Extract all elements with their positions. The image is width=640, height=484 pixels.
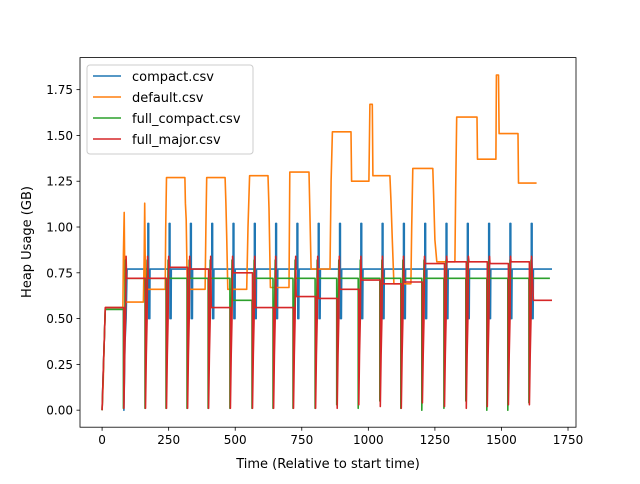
y-tick-label: 0.25 bbox=[46, 358, 73, 372]
y-tick-label: 1.50 bbox=[46, 129, 73, 143]
y-tick-label: 1.75 bbox=[46, 83, 73, 97]
y-tick-label: 0.50 bbox=[46, 312, 73, 326]
legend-frame bbox=[86, 64, 254, 155]
legend: compact.csv default.csv full_compact.csv… bbox=[86, 64, 254, 155]
y-tick-label: 0.00 bbox=[46, 404, 73, 418]
legend-label-compact: compact.csv bbox=[132, 70, 214, 85]
legend-label-full-major: full_major.csv bbox=[132, 133, 221, 148]
series-line-compact bbox=[101, 222, 552, 412]
y-axis-ticks: 0.00 0.25 0.50 0.75 1.00 1.25 1.50 1.75 bbox=[46, 83, 80, 418]
x-tick-label: 500 bbox=[224, 433, 247, 447]
x-axis-label: Time (Relative to start time) bbox=[235, 457, 420, 472]
axes-frame bbox=[79, 57, 577, 428]
x-tick-label: 1000 bbox=[353, 433, 384, 447]
legend-label-full-compact: full_compact.csv bbox=[132, 112, 241, 127]
y-axis-label: Heap Usage (GB) bbox=[20, 186, 35, 298]
x-tick-label: 1750 bbox=[553, 433, 584, 447]
x-axis-ticks: 0 250 500 750 1000 1250 1500 1750 bbox=[98, 427, 583, 447]
plot-lines bbox=[101, 74, 552, 412]
x-tick-label: 250 bbox=[157, 433, 180, 447]
y-tick-label: 1.25 bbox=[46, 175, 73, 189]
legend-label-default: default.csv bbox=[132, 91, 204, 106]
x-tick-label: 750 bbox=[290, 433, 313, 447]
series-line-full-major bbox=[101, 255, 552, 411]
y-tick-label: 1.00 bbox=[46, 221, 73, 235]
x-tick-label: 1250 bbox=[420, 433, 451, 447]
y-tick-label: 0.75 bbox=[46, 266, 73, 280]
x-tick-label: 0 bbox=[98, 433, 106, 447]
x-tick-label: 1500 bbox=[486, 433, 517, 447]
